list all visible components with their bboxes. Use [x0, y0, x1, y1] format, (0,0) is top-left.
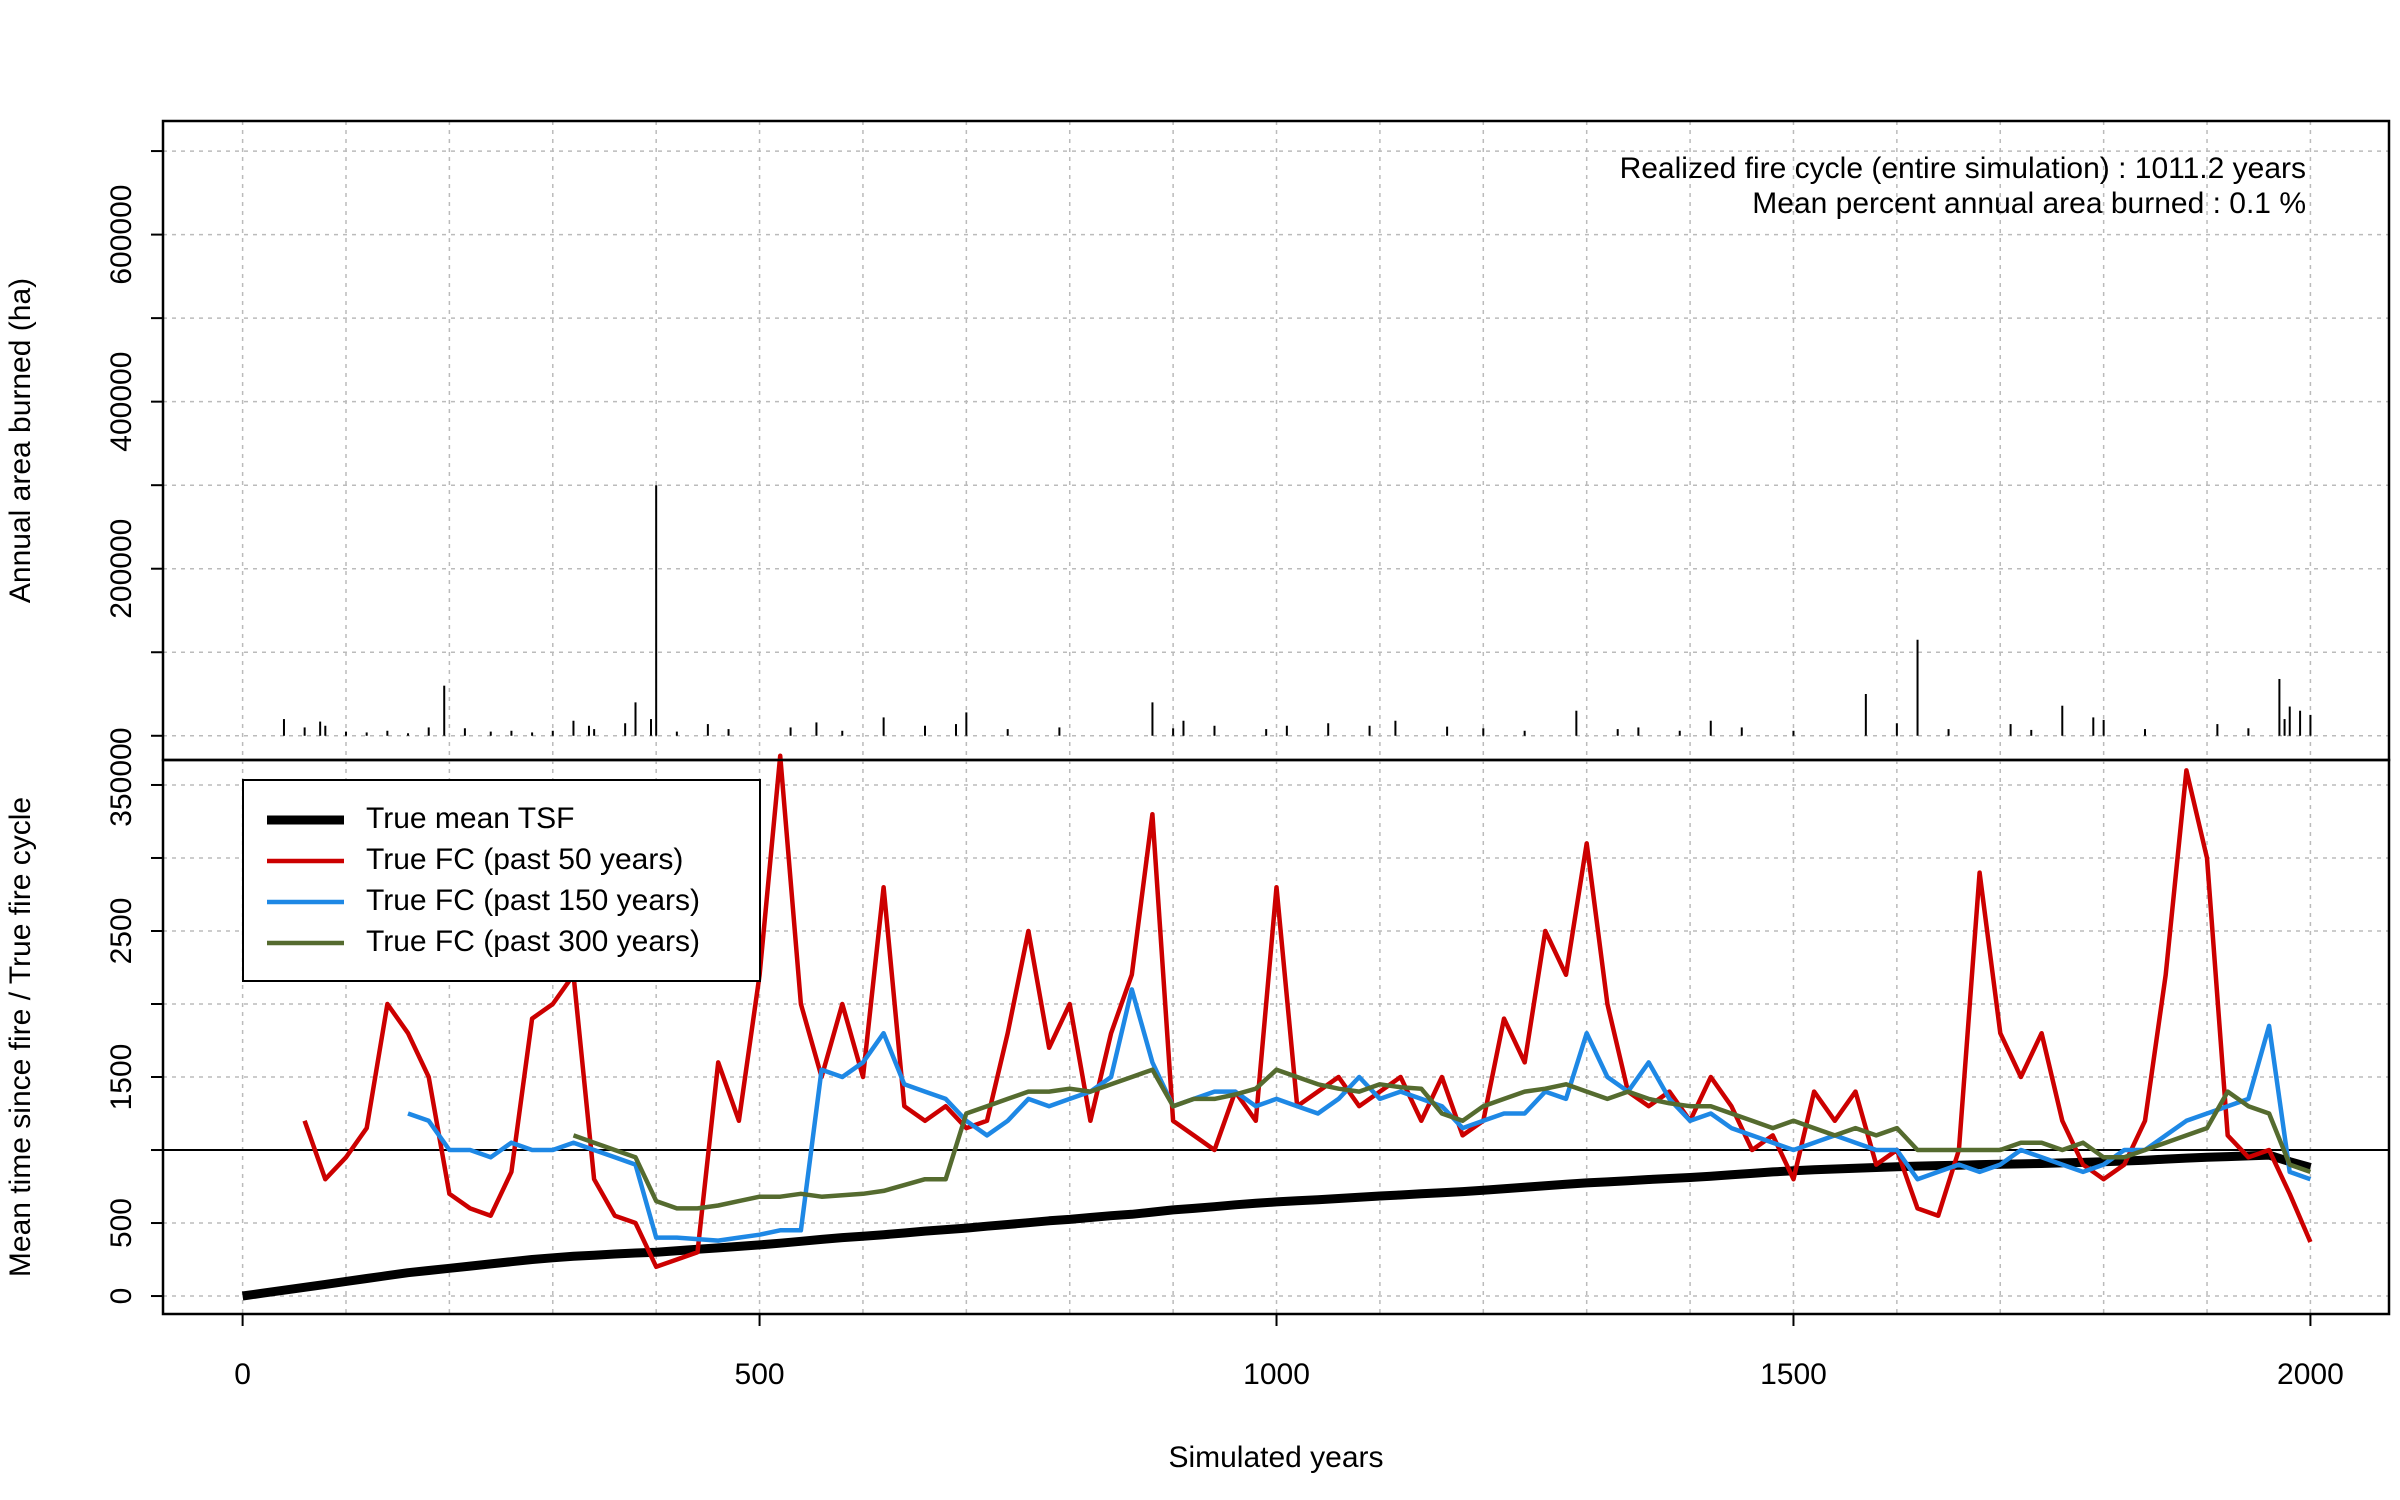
y-axis-label: Mean time since fire / True fire cycle [4, 797, 37, 1277]
series-line [572, 1067, 2312, 1211]
y-tick-label: 0 [105, 727, 138, 744]
x-tick-label: 500 [735, 1358, 785, 1391]
legend-label: True mean TSF [366, 802, 574, 835]
x-tick-label: 1500 [1760, 1358, 1827, 1391]
y-tick-label: 600000 [105, 185, 138, 285]
legend-box [242, 779, 761, 982]
legend-label: True FC (past 300 years) [366, 925, 700, 958]
y-axis-label: Annual area burned (ha) [4, 278, 37, 603]
annotation: Mean percent annual area burned : 0.1 % [1752, 187, 2306, 220]
panel: 0 200000 400000 600000 Annual area burned (h… [4, 119, 2391, 762]
y-tick-label: 200000 [105, 519, 138, 619]
x-tick-label: 1000 [1243, 1358, 1310, 1391]
y-tick-label: 400000 [105, 352, 138, 452]
series-line [407, 987, 2312, 1243]
y-tick-label: 35000 [105, 743, 138, 826]
panel: 0 500 1500 2500 35000 0 500 1000 1500 2000 Simulat… [4, 743, 2391, 1474]
y-tick-label: 2500 [105, 898, 138, 965]
plot-frame [161, 758, 2391, 1316]
series-line [302, 753, 2313, 1270]
y-tick-label: 0 [105, 1288, 138, 1305]
x-tick-label: 2000 [2277, 1358, 2344, 1391]
y-tick-label: 500 [105, 1198, 138, 1248]
y-tick-label: 1500 [105, 1044, 138, 1111]
legend-label: True FC (past 50 years) [366, 843, 683, 876]
x-axis-label: Simulated years [1168, 1441, 1383, 1474]
x-tick-label: 0 [234, 1358, 251, 1391]
legend-label: True FC (past 150 years) [366, 884, 700, 917]
annotation: Realized fire cycle (entire simulation) … [1620, 152, 2306, 185]
legend: True mean TSF True FC (past 50 years) True… [242, 779, 761, 982]
